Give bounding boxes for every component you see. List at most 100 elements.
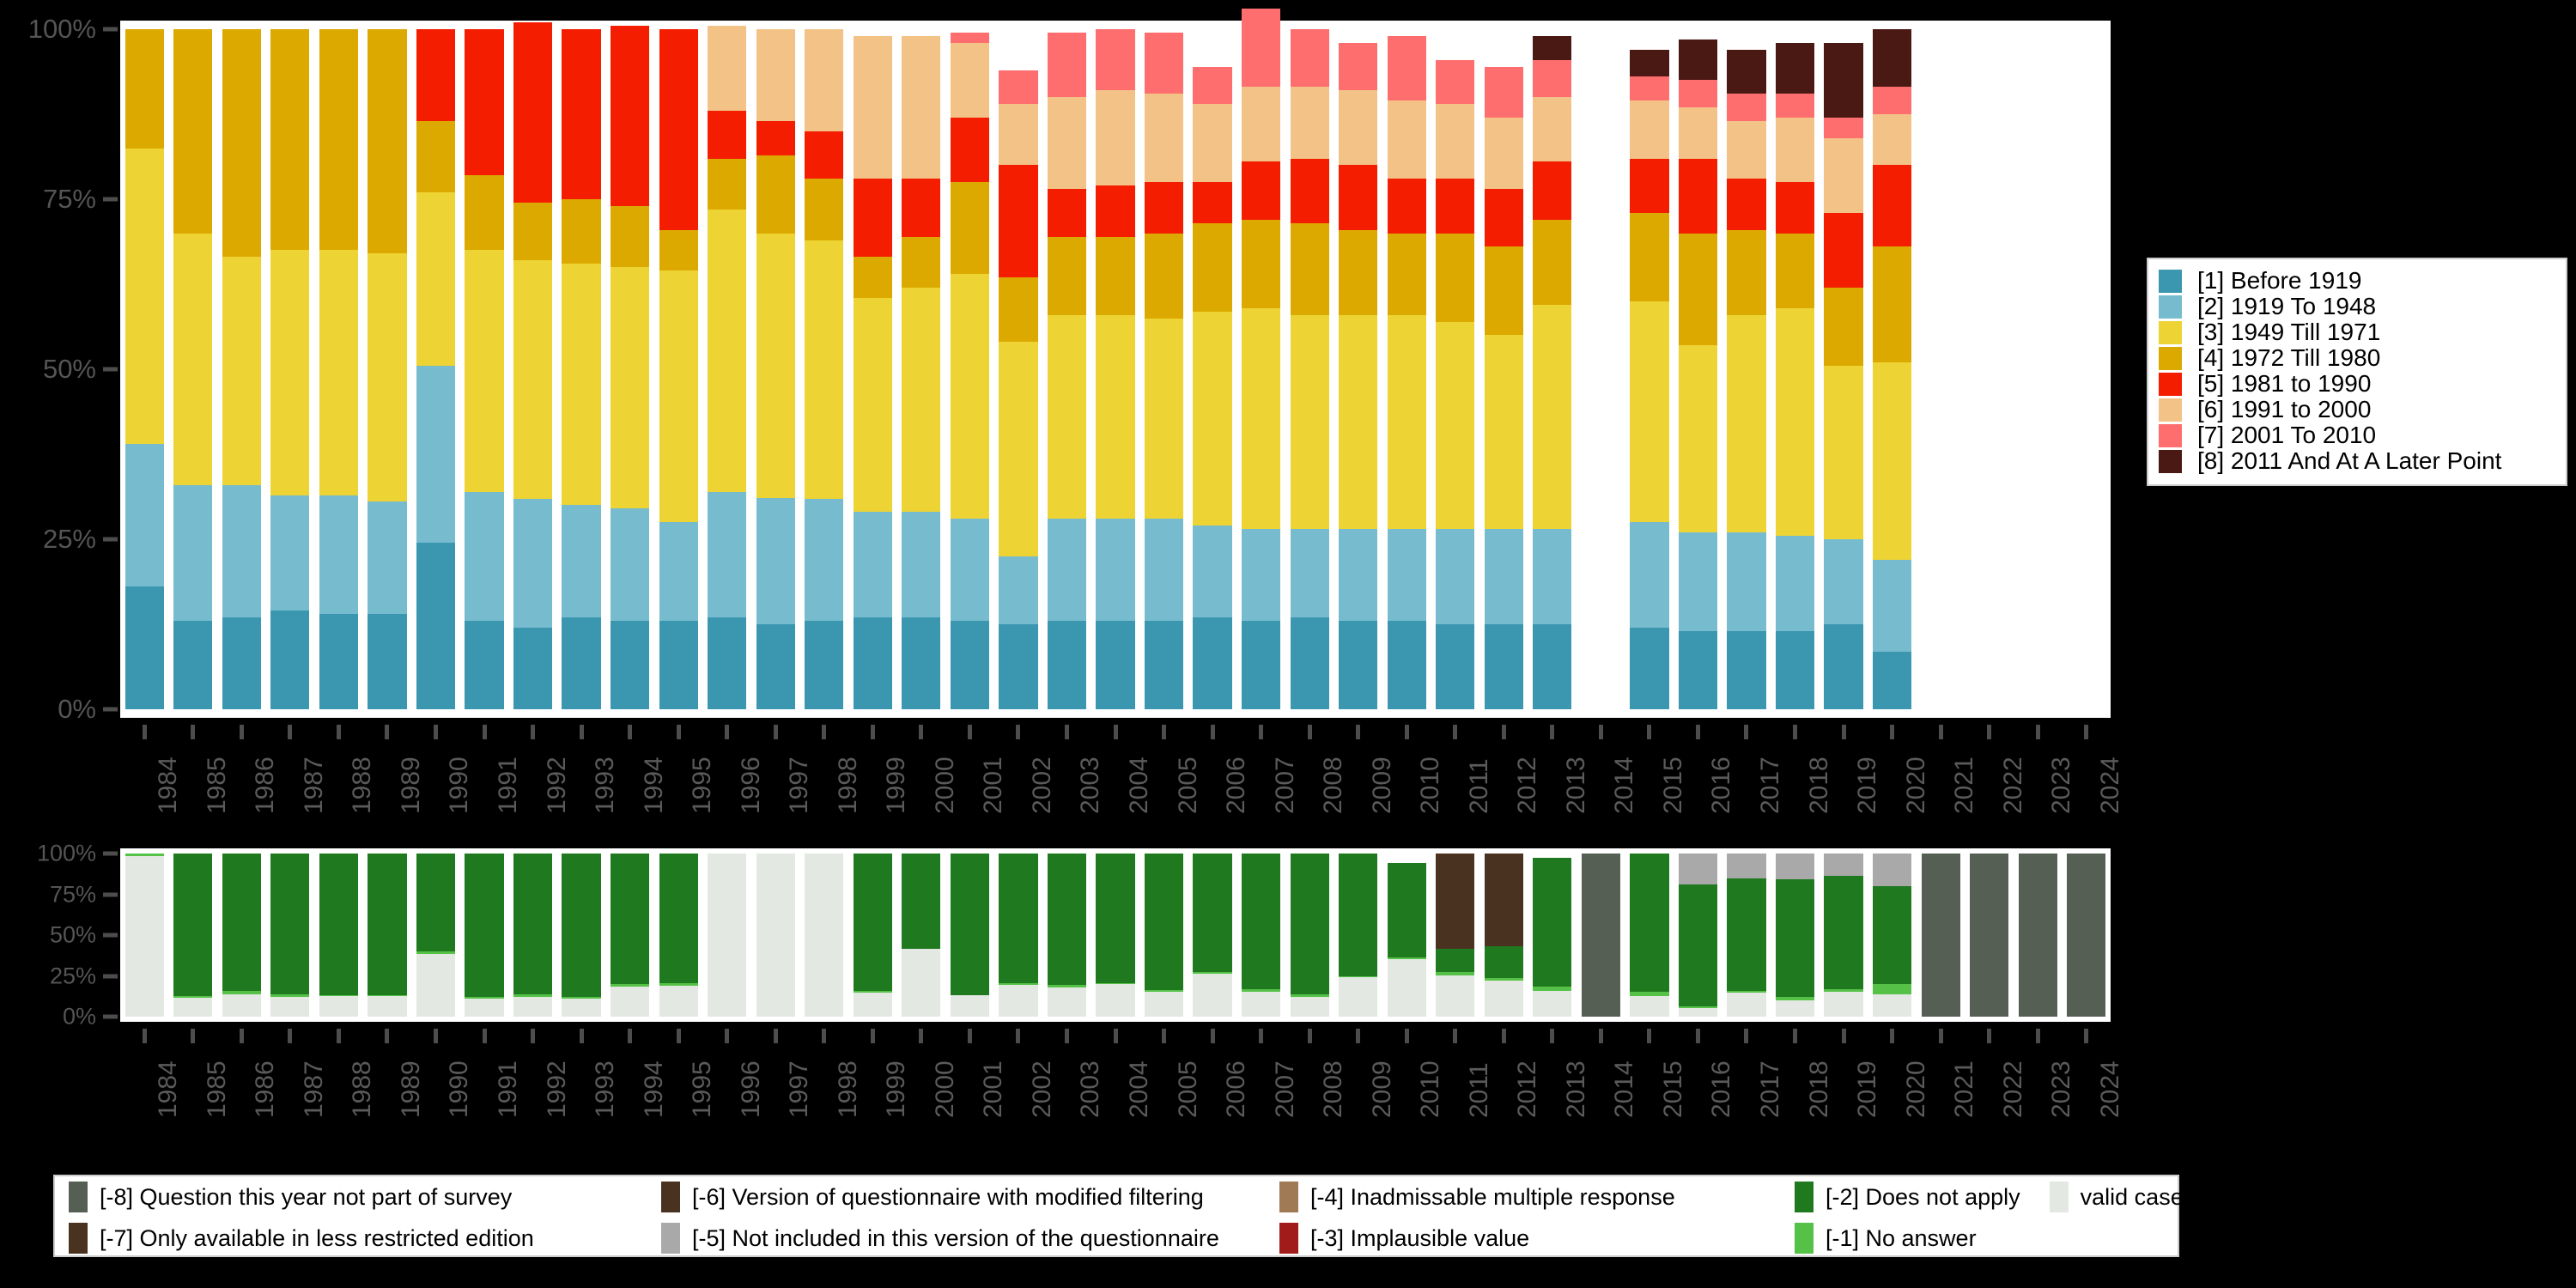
bar-segment[interactable]: [319, 29, 359, 251]
bar-segment[interactable]: [611, 621, 650, 709]
bar-segment[interactable]: [2018, 854, 2057, 1017]
bar-segment[interactable]: [611, 205, 650, 268]
bar-segment[interactable]: [1144, 519, 1184, 622]
bar-column[interactable]: [1241, 854, 1281, 1017]
bar-segment[interactable]: [950, 182, 989, 275]
bar-column[interactable]: [1290, 854, 1329, 1017]
bar-segment[interactable]: [513, 203, 553, 261]
bar-segment[interactable]: [173, 29, 213, 234]
bar-segment[interactable]: [950, 33, 989, 43]
bar-segment[interactable]: [222, 257, 261, 485]
bar-segment[interactable]: [1775, 1000, 1815, 1017]
code-legend-item[interactable]: [-4] Inadmissable multiple response: [1279, 1182, 1795, 1212]
bar-segment[interactable]: [805, 854, 844, 1017]
bar-column[interactable]: [611, 854, 650, 1017]
bar-segment[interactable]: [1727, 49, 1766, 94]
bar-segment[interactable]: [1630, 76, 1669, 101]
bar-segment[interactable]: [1241, 988, 1281, 992]
bar-segment[interactable]: [950, 118, 989, 183]
legend-item[interactable]: [7] 2001 To 2010: [2159, 422, 2555, 448]
bar-segment[interactable]: [1436, 854, 1475, 950]
bar-column[interactable]: [1727, 49, 1766, 709]
bar-segment[interactable]: [950, 854, 989, 996]
bar-segment[interactable]: [999, 984, 1038, 1017]
bar-column[interactable]: [1193, 66, 1232, 709]
bar-column[interactable]: [708, 26, 747, 709]
bar-segment[interactable]: [1484, 978, 1523, 981]
bar-segment[interactable]: [1775, 118, 1815, 183]
bar-segment[interactable]: [902, 854, 941, 950]
bar-segment[interactable]: [1436, 233, 1475, 322]
bar-segment[interactable]: [513, 994, 553, 998]
bar-segment[interactable]: [1533, 529, 1572, 624]
bar-segment[interactable]: [1630, 627, 1669, 709]
bar-segment[interactable]: [1047, 33, 1087, 98]
bar-segment[interactable]: [1872, 651, 1912, 709]
bar-segment[interactable]: [1436, 104, 1475, 179]
bar-segment[interactable]: [1727, 990, 1766, 993]
bar-segment[interactable]: [659, 29, 698, 230]
bar-segment[interactable]: [2067, 854, 2106, 1017]
bar-segment[interactable]: [1290, 314, 1329, 530]
bar-segment[interactable]: [950, 42, 989, 118]
bar-column[interactable]: [756, 854, 795, 1017]
bar-segment[interactable]: [611, 26, 650, 206]
bar-segment[interactable]: [1144, 182, 1184, 234]
bar-segment[interactable]: [222, 994, 261, 1017]
bar-column[interactable]: [1630, 854, 1669, 1017]
bar-segment[interactable]: [1339, 977, 1378, 1017]
bar-segment[interactable]: [270, 611, 310, 709]
bar-segment[interactable]: [1775, 182, 1815, 234]
bar-segment[interactable]: [1290, 222, 1329, 315]
bar-segment[interactable]: [1775, 997, 1815, 1000]
bar-segment[interactable]: [270, 854, 310, 995]
bar-segment[interactable]: [1047, 236, 1087, 315]
bar-segment[interactable]: [368, 614, 407, 709]
bar-segment[interactable]: [173, 998, 213, 1017]
bar-segment[interactable]: [1193, 66, 1232, 105]
bar-segment[interactable]: [125, 29, 164, 149]
bar-segment[interactable]: [659, 983, 698, 986]
bar-segment[interactable]: [611, 984, 650, 987]
bar-segment[interactable]: [1047, 854, 1087, 985]
bar-segment[interactable]: [853, 617, 892, 709]
bar-segment[interactable]: [756, 498, 795, 624]
bar-column[interactable]: [222, 854, 261, 1017]
bar-segment[interactable]: [1533, 857, 1572, 987]
bar-segment[interactable]: [756, 624, 795, 709]
bar-column[interactable]: [1921, 854, 1960, 1017]
bar-segment[interactable]: [1290, 158, 1329, 223]
bar-segment[interactable]: [1144, 989, 1184, 992]
bar-segment[interactable]: [1678, 80, 1718, 108]
bar-segment[interactable]: [368, 253, 407, 502]
bar-segment[interactable]: [805, 498, 844, 622]
bar-segment[interactable]: [659, 621, 698, 709]
bar-segment[interactable]: [319, 995, 359, 997]
bar-segment[interactable]: [1533, 161, 1572, 220]
code-legend-item[interactable]: [-5] Not included in this version of the…: [661, 1223, 1279, 1254]
bar-segment[interactable]: [1290, 529, 1329, 618]
bar-segment[interactable]: [173, 996, 213, 999]
bar-segment[interactable]: [1824, 287, 1863, 367]
bar-segment[interactable]: [1678, 884, 1718, 1006]
bar-segment[interactable]: [1096, 185, 1135, 237]
bar-column[interactable]: [1970, 854, 2009, 1017]
bar-segment[interactable]: [465, 999, 504, 1017]
bar-segment[interactable]: [1533, 59, 1572, 98]
bar-segment[interactable]: [1678, 345, 1718, 533]
bar-column[interactable]: [1096, 854, 1135, 1017]
bar-column[interactable]: [513, 854, 553, 1017]
bar-segment[interactable]: [465, 854, 504, 998]
bar-segment[interactable]: [1970, 854, 2009, 1017]
bar-segment[interactable]: [319, 854, 359, 996]
bar-column[interactable]: [1339, 42, 1378, 709]
bar-column[interactable]: [999, 70, 1038, 709]
legend-item[interactable]: [5] 1981 to 1990: [2159, 370, 2555, 397]
bar-segment[interactable]: [1824, 988, 1863, 992]
legend-item[interactable]: [3] 1949 Till 1971: [2159, 319, 2555, 345]
code-legend-item[interactable]: [-3] Implausible value: [1279, 1223, 1795, 1254]
bar-segment[interactable]: [1241, 854, 1281, 989]
bar-segment[interactable]: [1387, 35, 1426, 101]
bar-segment[interactable]: [1727, 993, 1766, 1017]
bar-segment[interactable]: [173, 621, 213, 709]
